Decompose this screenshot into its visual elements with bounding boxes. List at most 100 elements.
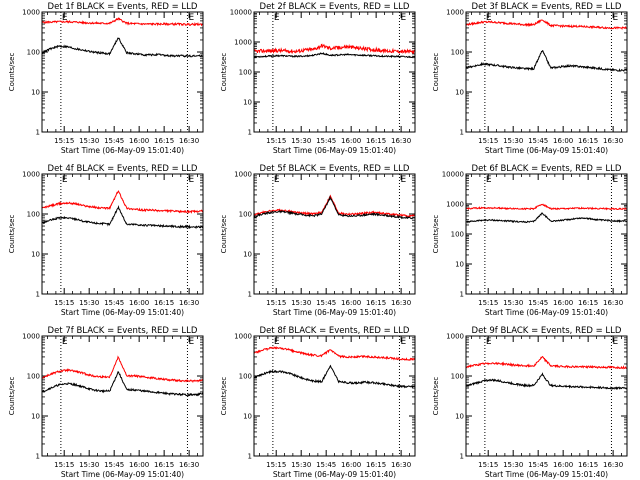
chart-panel-6: Det 6f BLACK = Events, RED = LLD Counts/s… (432, 164, 628, 317)
x-axis-label: Start Time (06-May-09 15:01:40) (61, 470, 184, 479)
y-axis-label: Counts/sec (220, 53, 228, 92)
y-tick-label: 10 (455, 89, 464, 97)
y-tick-label: 1000 (234, 333, 252, 341)
x-tick-label: 16:00 (341, 299, 361, 307)
x-tick-label: 16:30 (391, 137, 411, 145)
x-tick-label: 15:15 (478, 137, 498, 145)
chart-title: Det 2f BLACK = Events, RED = LLD (260, 2, 410, 12)
x-tick-label: 16:30 (179, 299, 199, 307)
events-series-line (465, 212, 628, 224)
lld-series-line (465, 355, 628, 370)
y-tick-label: 100 (239, 69, 252, 77)
y-tick-label: 10 (455, 413, 464, 421)
chart-panel-2: Det 2f BLACK = Events, RED = LLD Counts/s… (220, 2, 416, 155)
events-series-line (465, 50, 628, 72)
plot-frame (41, 173, 204, 295)
x-tick-label: 15:45 (316, 299, 336, 307)
x-tick-label: 16:30 (603, 299, 623, 307)
x-tick-label: 15:15 (266, 299, 286, 307)
x-tick-label: 16:00 (129, 137, 149, 145)
chart-panel-1: Det 1f BLACK = Events, RED = LLD Counts/s… (8, 2, 204, 155)
y-tick-label: 1 (248, 453, 252, 461)
x-tick-label: 15:45 (316, 137, 336, 145)
event-marker-label: E (400, 175, 406, 185)
event-marker-label: E (188, 13, 194, 23)
plot-frame (465, 173, 628, 295)
x-tick-label: 15:15 (54, 299, 74, 307)
x-tick-label: 15:45 (104, 137, 124, 145)
x-tick-label: 15:30 (503, 299, 523, 307)
x-tick-label: 16:15 (578, 299, 598, 307)
lld-series-line (253, 346, 416, 362)
chart-panel-7: Det 7f BLACK = Events, RED = LLD Counts/s… (8, 326, 204, 479)
y-tick-label: 1000 (22, 171, 40, 179)
lld-series-line (41, 17, 204, 27)
x-tick-label: 16:30 (391, 299, 411, 307)
y-tick-label: 1 (248, 291, 252, 299)
y-axis-label: Counts/sec (220, 377, 228, 416)
event-marker-label: E (62, 175, 68, 185)
x-tick-label: 16:15 (578, 137, 598, 145)
y-axis-label: Counts/sec (8, 53, 16, 92)
event-marker-label: E (188, 175, 194, 185)
y-tick-label: 1 (36, 453, 40, 461)
event-marker-label: E (486, 175, 492, 185)
x-tick-label: 16:00 (129, 299, 149, 307)
y-tick-label: 1 (460, 453, 464, 461)
plot-frame (41, 11, 204, 133)
x-tick-label: 16:00 (341, 461, 361, 469)
events-series-line (41, 37, 204, 58)
chart-panel-5: Det 5f BLACK = Events, RED = LLD Counts/s… (220, 164, 416, 317)
x-axis-label: Start Time (06-May-09 15:01:40) (273, 308, 396, 317)
x-tick-label: 16:30 (179, 461, 199, 469)
x-axis-label: Start Time (06-May-09 15:01:40) (485, 308, 608, 317)
x-tick-label: 16:15 (366, 299, 386, 307)
x-tick-label: 15:45 (316, 461, 336, 469)
events-series-line (41, 205, 204, 230)
x-tick-label: 15:15 (266, 137, 286, 145)
y-tick-label: 10000 (442, 171, 464, 179)
events-series-line (465, 372, 628, 391)
x-tick-label: 16:00 (553, 461, 573, 469)
x-axis-label: Start Time (06-May-09 15:01:40) (273, 470, 396, 479)
x-tick-label: 16:30 (179, 137, 199, 145)
y-tick-label: 100 (239, 373, 252, 381)
x-tick-label: 15:15 (266, 461, 286, 469)
x-tick-label: 16:00 (553, 299, 573, 307)
x-tick-label: 15:30 (79, 461, 99, 469)
y-tick-label: 10 (243, 413, 252, 421)
chart-title: Det 9f BLACK = Events, RED = LLD (472, 326, 622, 336)
x-tick-label: 16:00 (553, 137, 573, 145)
event-marker-label: E (612, 13, 618, 23)
event-marker-label: E (486, 13, 492, 23)
plot-frame (465, 335, 628, 457)
x-tick-label: 15:30 (79, 137, 99, 145)
plot-frame (253, 11, 416, 133)
x-tick-label: 15:30 (291, 299, 311, 307)
x-tick-label: 16:15 (154, 299, 174, 307)
chart-panel-9: Det 9f BLACK = Events, RED = LLD Counts/s… (432, 326, 628, 479)
y-tick-label: 100 (27, 373, 40, 381)
chart-title: Det 4f BLACK = Events, RED = LLD (48, 164, 198, 174)
y-tick-label: 1000 (446, 201, 464, 209)
y-tick-label: 1000 (234, 39, 252, 47)
chart-panel-4: Det 4f BLACK = Events, RED = LLD Counts/s… (8, 164, 204, 317)
y-axis-label: Counts/sec (8, 215, 16, 254)
event-marker-label: E (400, 337, 406, 347)
y-tick-label: 10 (455, 261, 464, 269)
x-tick-label: 16:15 (154, 461, 174, 469)
y-tick-label: 1 (248, 129, 252, 137)
event-marker-label: E (274, 13, 280, 23)
y-tick-label: 10 (31, 89, 40, 97)
y-tick-label: 1000 (446, 333, 464, 341)
y-tick-label: 10 (31, 251, 40, 259)
x-tick-label: 15:30 (503, 461, 523, 469)
x-tick-label: 16:00 (341, 137, 361, 145)
x-axis-label: Start Time (06-May-09 15:01:40) (485, 146, 608, 155)
chart-title: Det 5f BLACK = Events, RED = LLD (260, 164, 410, 174)
event-marker-label: E (612, 337, 618, 347)
lld-series-line (41, 355, 204, 384)
y-tick-label: 100 (239, 211, 252, 219)
x-tick-label: 15:15 (478, 461, 498, 469)
